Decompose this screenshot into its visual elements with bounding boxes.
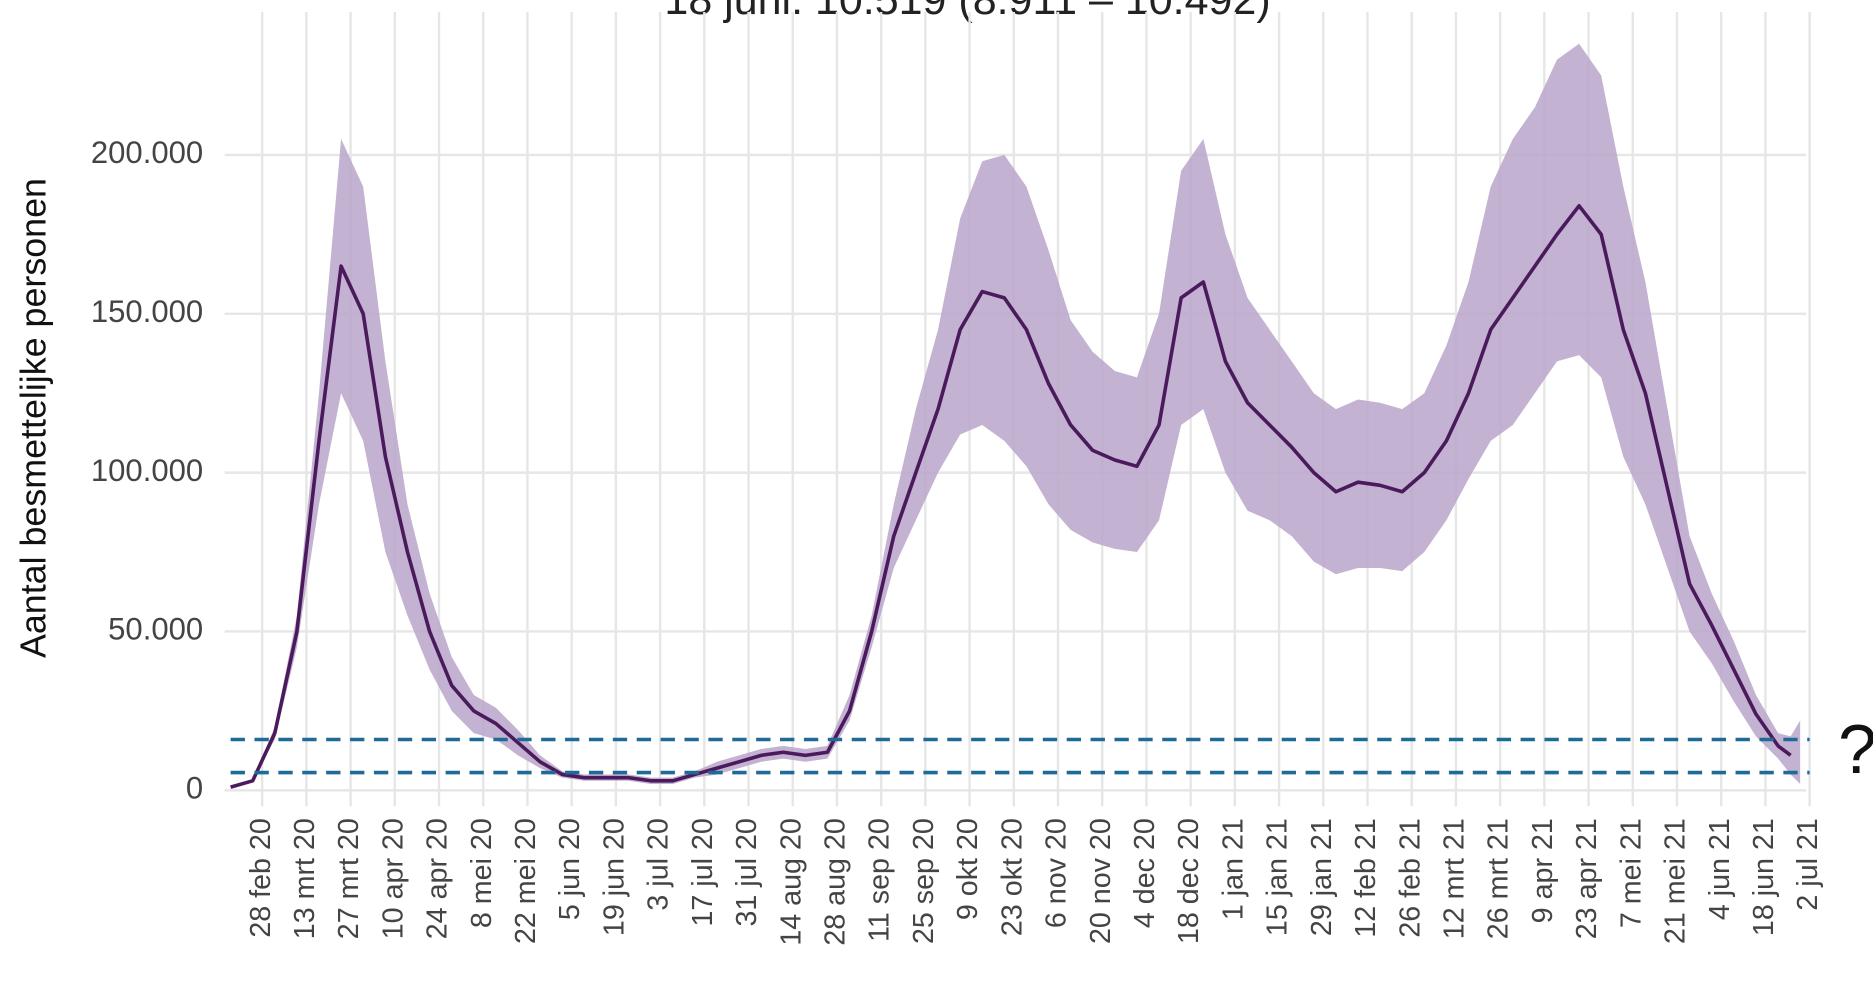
y-tick-label: 0	[186, 771, 203, 806]
x-tick-label: 4 jun 21	[1704, 818, 1736, 920]
x-tick-label: 28 aug 20	[820, 818, 852, 945]
x-tick-label: 12 feb 21	[1350, 818, 1382, 938]
x-tick-label: 17 jul 20	[687, 818, 719, 926]
x-tick-label: 3 jul 20	[643, 818, 675, 910]
y-tick-label: 100.000	[91, 453, 203, 488]
y-tick-label: 200.000	[91, 135, 203, 170]
x-tick-label: 24 apr 20	[422, 818, 454, 939]
x-tick-label: 15 jan 21	[1262, 818, 1294, 936]
x-tick-label: 31 jul 20	[731, 818, 763, 926]
x-tick-label: 23 apr 21	[1571, 818, 1603, 939]
x-tick-label: 14 aug 20	[775, 818, 807, 945]
annotation: ?	[1838, 710, 1873, 788]
y-axis-label: Aantal besmettelijke personen	[13, 178, 53, 658]
x-tick-label: 11 sep 20	[864, 818, 896, 942]
x-tick-label: 27 mrt 20	[333, 818, 365, 939]
x-tick-label: 22 mei 20	[510, 818, 542, 944]
x-tick-label: 1 jan 21	[1217, 818, 1249, 920]
x-tick-label: 26 feb 21	[1394, 818, 1426, 938]
x-tick-label: 4 dec 20	[1129, 818, 1161, 928]
x-tick-label: 19 jun 20	[598, 818, 630, 936]
x-tick-label: 21 mei 21	[1660, 818, 1692, 944]
x-tick-label: 2 jul 21	[1792, 818, 1824, 910]
x-tick-label: 8 mei 20	[466, 818, 498, 928]
x-tick-label: 5 jun 20	[554, 818, 586, 920]
x-tick-label: 10 apr 20	[377, 818, 409, 939]
x-tick-label: 20 nov 20	[1085, 818, 1117, 944]
x-tick-label: 6 nov 20	[1041, 818, 1073, 928]
x-tick-label: 9 apr 21	[1527, 818, 1559, 923]
x-tick-label: 18 dec 20	[1173, 818, 1205, 944]
confidence-band	[230, 43, 1801, 788]
x-tick-label: 7 mei 21	[1615, 818, 1647, 928]
chart-title: 18 juni: 10.519 (8.911 – 10.492)	[664, 0, 1270, 24]
x-tick-label: 26 mrt 21	[1483, 818, 1515, 939]
y-tick-label: 150.000	[91, 294, 203, 329]
line	[230, 204, 1792, 789]
x-tick-label: 9 okt 20	[952, 818, 984, 920]
x-tick-label: 28 feb 20	[245, 818, 277, 938]
x-tick-label: 23 okt 20	[996, 818, 1028, 936]
x-tick-label: 12 mrt 21	[1438, 818, 1470, 939]
x-tick-label: 18 jun 21	[1748, 818, 1780, 936]
x-tick-label: 13 mrt 20	[289, 818, 321, 939]
x-tick-label: 25 sep 20	[908, 818, 940, 944]
x-tick-label: 29 jan 21	[1306, 818, 1338, 936]
y-tick-label: 50.000	[108, 612, 203, 647]
